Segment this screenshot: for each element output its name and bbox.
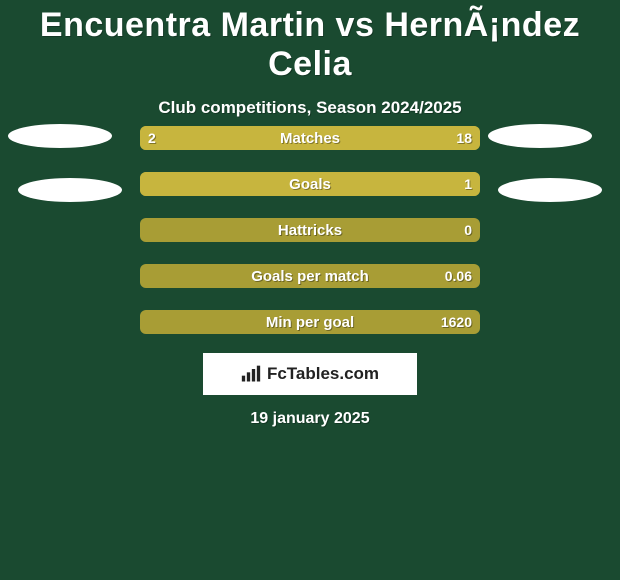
date-label: 19 january 2025 xyxy=(0,410,620,428)
stat-label: Hattricks xyxy=(140,218,480,242)
brand-box: FcTables.com xyxy=(203,353,417,395)
stat-row: Goals per match0.06 xyxy=(140,264,480,288)
avatar-right-1 xyxy=(488,124,592,148)
stat-value-right: 0 xyxy=(464,218,472,242)
avatar-left-1 xyxy=(8,124,112,148)
stat-value-right: 1620 xyxy=(441,310,472,334)
stat-fill-right xyxy=(198,126,480,150)
stat-row: Matches218 xyxy=(140,126,480,150)
stats-container: Matches218 Goals1 Hattricks0 Goals per matc… xyxy=(140,126,480,356)
page-title: Encuentra Martin vs HernÃ¡ndez Celia xyxy=(0,0,620,84)
stat-value-right: 0.06 xyxy=(445,264,472,288)
stat-row: Hattricks0 xyxy=(140,218,480,242)
brand-icon xyxy=(241,365,261,383)
stat-label: Goals per match xyxy=(140,264,480,288)
avatar-right-2 xyxy=(498,178,602,202)
stat-row: Goals1 xyxy=(140,172,480,196)
stat-label: Min per goal xyxy=(140,310,480,334)
stat-row: Min per goal1620 xyxy=(140,310,480,334)
avatar-left-2 xyxy=(18,178,122,202)
brand-text: FcTables.com xyxy=(267,364,379,384)
page-subtitle: Club competitions, Season 2024/2025 xyxy=(0,98,620,118)
comparison-canvas: Encuentra Martin vs HernÃ¡ndez Celia Clu… xyxy=(0,0,620,580)
stat-fill-left xyxy=(140,126,198,150)
stat-fill-right xyxy=(140,172,480,196)
